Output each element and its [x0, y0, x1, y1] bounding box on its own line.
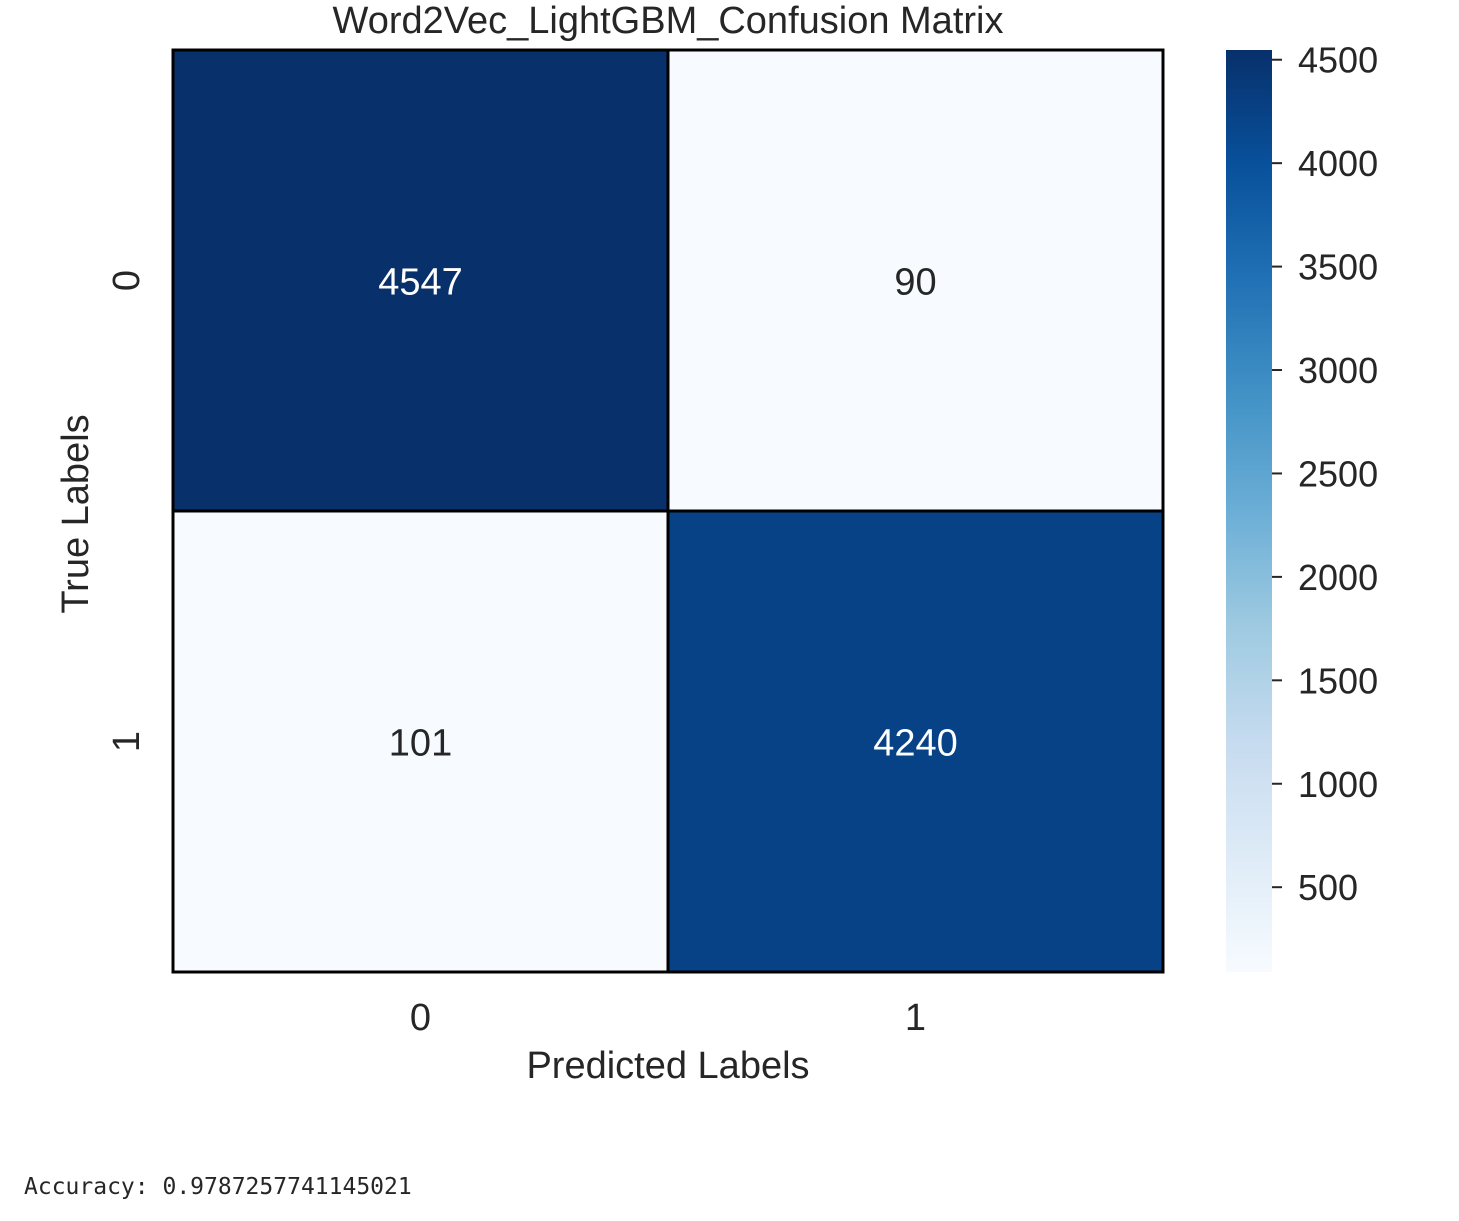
colorbar-tick-label-7: 4000 [1298, 143, 1378, 184]
cell-value-0-1: 90 [894, 262, 936, 304]
heatmap-cell-1-0 [171, 509, 670, 974]
y-tick-label-1: 1 [106, 731, 148, 752]
colorbar-tick-label-5: 3000 [1298, 350, 1378, 391]
heatmap-cell-0-0 [171, 48, 670, 513]
colorbar-ticks: 500 1000 1500 2000 2500 3000 3500 4000 4500 [1272, 40, 1378, 908]
colorbar [1226, 50, 1272, 972]
cell-value-0-0: 4547 [378, 262, 463, 304]
colorbar-tick-label-0: 500 [1298, 867, 1358, 908]
y-tick-label-0: 0 [106, 270, 148, 291]
colorbar-tick-label-4: 2500 [1298, 453, 1378, 494]
x-tick-label-1: 1 [905, 997, 926, 1039]
colorbar-tick-label-6: 3500 [1298, 247, 1378, 288]
cell-value-1-1: 4240 [873, 723, 958, 765]
heatmap-cells: 4547 90 101 4240 [171, 48, 1165, 974]
x-tick-label-0: 0 [410, 997, 431, 1039]
colorbar-tick-label-3: 2000 [1298, 557, 1378, 598]
x-axis-label: Predicted Labels [526, 1045, 809, 1087]
colorbar-tick-label-2: 1500 [1298, 660, 1378, 701]
y-axis-label: True Labels [55, 414, 97, 613]
cell-value-1-0: 101 [389, 723, 452, 765]
chart-title: Word2Vec_LightGBM_Confusion Matrix [333, 0, 1004, 42]
colorbar-tick-label-8: 4500 [1298, 40, 1378, 81]
colorbar-tick-label-1: 1000 [1298, 764, 1378, 805]
accuracy-output: Accuracy: 0.9787257741145021 [24, 1174, 412, 1200]
heatmap-cell-0-1 [666, 48, 1165, 513]
heatmap-cell-1-1 [666, 509, 1165, 974]
